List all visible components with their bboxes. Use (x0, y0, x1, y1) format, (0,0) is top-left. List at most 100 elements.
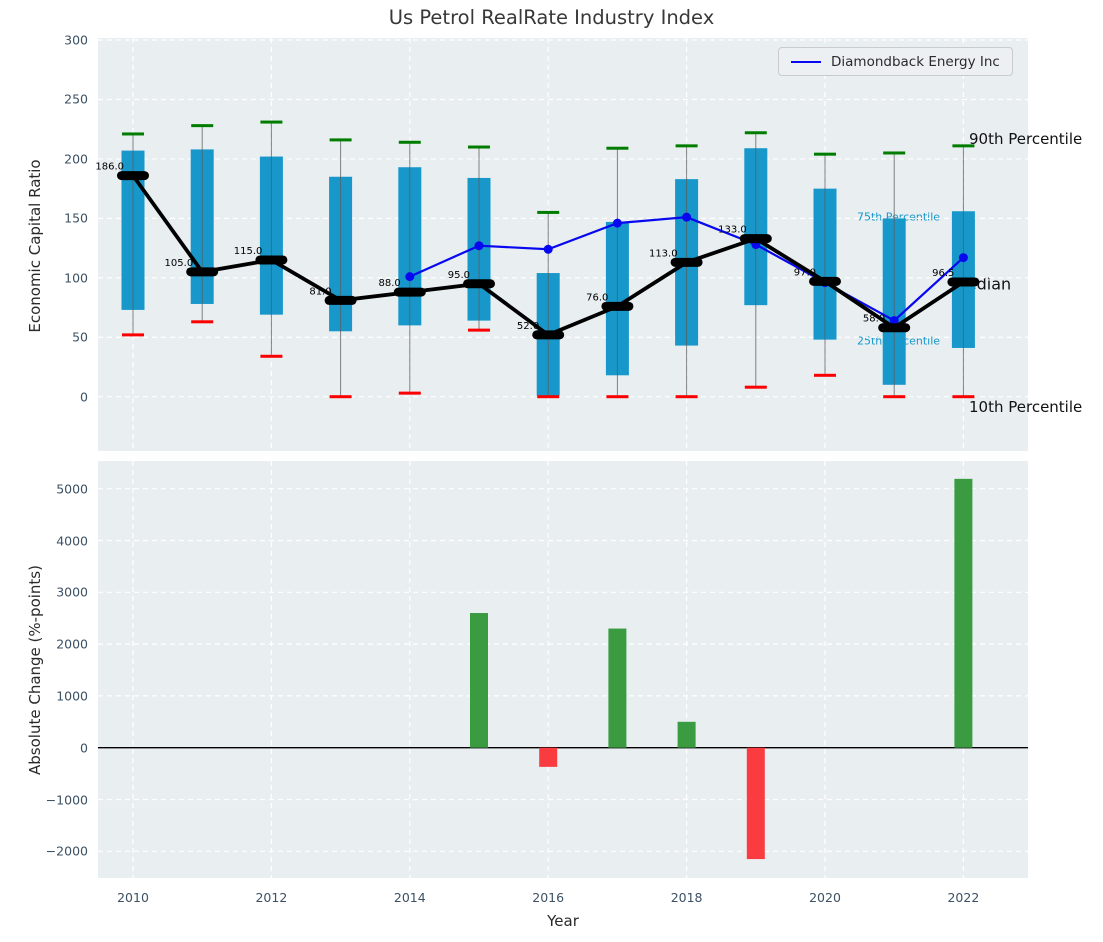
top-ytick-300: 300 (64, 32, 88, 48)
xtick-2014: 2014 (393, 890, 426, 905)
p10-cap-2016 (537, 395, 560, 399)
median-marker-2020 (809, 276, 841, 286)
median-value-label-2016: 52.0 (517, 321, 539, 332)
top-ytick-150: 150 (64, 210, 88, 226)
p10-cap-2017 (606, 395, 629, 399)
p90-cap-2015 (468, 145, 490, 149)
xtick-2018: 2018 (670, 890, 703, 905)
median-value-label-2022: 96.5 (932, 268, 954, 279)
p90-cap-2013 (329, 138, 352, 142)
change-bar-2015 (470, 613, 488, 748)
company-marker (958, 253, 968, 263)
company-marker (543, 244, 553, 254)
top-ytick-250: 250 (64, 91, 88, 107)
p90-annotation: 90th Percentile (969, 130, 1083, 148)
p90-cap-2016 (537, 210, 560, 214)
median-value-label-2017: 76.0 (586, 292, 608, 303)
p10-cap-2019 (744, 385, 767, 389)
p10-cap-2011 (191, 320, 214, 324)
p10-cap-2020 (814, 373, 836, 377)
median-value-label-2015: 95.0 (448, 270, 470, 281)
legend-series-label: Diamondback Energy Inc (831, 53, 1000, 70)
median-value-label-2011: 105.0 (165, 258, 194, 269)
xtick-2010: 2010 (117, 890, 149, 905)
median-value-label-2010: 186.0 (95, 162, 124, 173)
top-plot-area: 186.0 105.0 115.0 81.0 88.0 95.0 52.0 76.0 113.0… (95, 38, 1028, 451)
p90-cap-2022 (952, 144, 975, 148)
xtick-2016: 2016 (532, 890, 565, 905)
median-marker-2010 (117, 171, 149, 181)
median-value-label-2012: 115.0 (234, 246, 263, 257)
xtick-2020: 2020 (809, 890, 841, 905)
bottom-ytick--1000: −1000 (45, 792, 88, 807)
xtick-2012: 2012 (255, 890, 288, 905)
top-y-axis-label: Economic Capital Ratio (26, 159, 44, 333)
median-marker-2017 (601, 301, 634, 311)
median-marker-2016 (532, 330, 565, 340)
p90-cap-2017 (606, 146, 629, 150)
p10-annotation: 10th Percentile (969, 398, 1083, 416)
median-marker-2018 (670, 257, 703, 267)
change-bar-2019 (746, 747, 765, 860)
change-bar-chart (98, 461, 1028, 878)
company-marker (682, 212, 692, 222)
median-value-label-2014: 88.0 (379, 278, 401, 289)
median-value-label-2018: 113.0 (649, 248, 678, 259)
p90-cap-2020 (814, 152, 836, 156)
median-marker-2019 (739, 234, 772, 244)
p10-cap-2015 (468, 328, 490, 332)
company-marker (889, 316, 899, 326)
median-marker-2021 (878, 323, 911, 333)
bottom-ytick-4000: 4000 (56, 533, 88, 548)
chart-title: Us Petrol RealRate Industry Index (388, 6, 715, 29)
p10-cap-2022 (952, 395, 975, 399)
company-marker (405, 272, 415, 282)
x-axis-label: Year (547, 912, 579, 930)
p90-cap-2012 (260, 120, 283, 124)
p10-cap-2012 (260, 354, 283, 358)
p10-cap-2014 (398, 391, 421, 395)
bottom-ytick-3000: 3000 (56, 584, 88, 600)
median-value-label-2013: 81.0 (309, 286, 331, 297)
median-value-label-2021: 58.0 (863, 314, 885, 325)
top-ytick-100: 100 (64, 270, 88, 286)
median-marker-2011 (186, 267, 219, 277)
p90-cap-2014 (398, 140, 421, 144)
bottom-ytick-0: 0 (80, 740, 88, 756)
percentile-chart: 186.0 105.0 115.0 81.0 88.0 95.0 52.0 76.0 113.0… (95, 38, 1028, 451)
median-marker-2022 (947, 277, 980, 287)
p10-cap-2010 (122, 333, 144, 337)
p10-cap-2013 (329, 395, 352, 399)
p90-cap-2019 (744, 131, 767, 135)
company-marker (474, 241, 484, 251)
top-ytick-0: 0 (80, 389, 88, 405)
p10-cap-2021 (883, 395, 906, 399)
change-bar-2017 (608, 628, 627, 748)
p10-cap-2018 (675, 395, 698, 399)
median-value-label-2019: 133.0 (718, 225, 747, 236)
median-value-label-2020: 97.0 (794, 267, 816, 278)
bottom-ytick-5000: 5000 (56, 481, 88, 497)
legend: Diamondback Energy Inc (778, 47, 1013, 76)
company-marker (612, 218, 622, 228)
p90-cap-2018 (675, 144, 698, 148)
legend-line-sample-icon (791, 60, 821, 63)
top-ytick-50: 50 (72, 329, 88, 345)
median-marker-2015 (463, 279, 495, 289)
xtick-2022: 2022 (947, 890, 980, 905)
median-marker-2013 (324, 295, 357, 305)
bottom-ytick-1000: 1000 (56, 688, 88, 704)
median-marker-2012 (255, 255, 288, 265)
top-ytick-200: 200 (64, 151, 88, 167)
bottom-ytick--2000: −2000 (45, 843, 88, 859)
median-marker-2014 (393, 287, 426, 297)
bottom-ytick-2000: 2000 (56, 636, 88, 652)
p90-cap-2010 (122, 132, 144, 136)
p90-cap-2021 (883, 151, 906, 155)
p90-cap-2011 (191, 124, 214, 128)
change-bar-2022 (954, 478, 973, 748)
p75-annotation: 75th Percentile (857, 210, 941, 224)
bottom-plot-area (98, 461, 1028, 878)
change-bar-2016 (539, 747, 558, 767)
